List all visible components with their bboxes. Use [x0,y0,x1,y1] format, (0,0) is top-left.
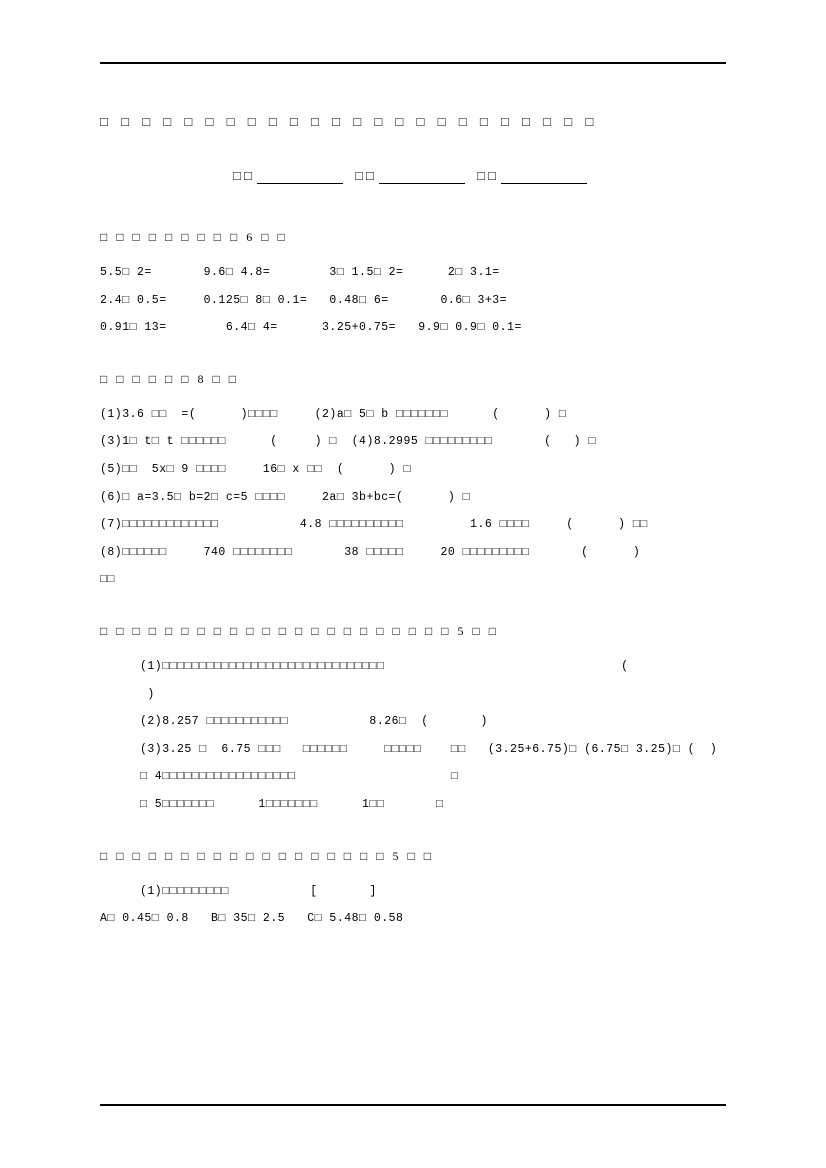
top-rule [100,62,726,64]
section-4-head: □ □ □ □ □ □ □ □ □ □ □ □ □ □ □ □ □ □ 5 □ … [100,849,726,864]
s4-row: (1)□□□□□□□□□ [ ] [100,878,726,906]
section-2-head: □ □ □ □ □ □ 8 □ □ [100,372,726,387]
s4-row: A□ 0.45□ 0.8 B□ 35□ 2.5 C□ 5.48□ 0.58 [100,905,726,933]
s2-row: (6)□ a=3.5□ b=2□ c=5 □□□□ 2a□ 3b+bc=( ) … [100,484,726,512]
s3-row: (1)□□□□□□□□□□□□□□□□□□□□□□□□□□□□□□ ( [100,653,726,681]
s2-row: (8)□□□□□□ 740 □□□□□□□□ 38 □□□□□ 20 □□□□□… [100,539,726,567]
s2-row: (3)1□ t□ t □□□□□□ ( ) □ (4)8.2995 □□□□□□… [100,428,726,456]
s3-row: (2)8.257 □□□□□□□□□□□ 8.26□ ( ) [100,708,726,736]
info-row: □□ □□ □□ [100,168,726,184]
blank-1 [257,183,343,184]
page-title: □ □ □ □ □ □ □ □ □ □ □ □ □ □ □ □ □ □ □ □ … [100,114,726,130]
s2-row: (5)□□ 5x□ 9 □□□□ 16□ x □□ ( ) □ [100,456,726,484]
s1-row: 5.5□ 2= 9.6□ 4.8= 3□ 1.5□ 2= 2□ 3.1= [100,259,726,287]
s3-row: ) [100,681,726,709]
section-3-head: □ □ □ □ □ □ □ □ □ □ □ □ □ □ □ □ □ □ □ □ … [100,624,726,639]
s3-row: (3)3.25 □ 6.75 □□□ □□□□□□ □□□□□ □□ (3.25… [100,736,726,764]
s1-row: 2.4□ 0.5= 0.125□ 8□ 0.1= 0.48□ 6= 0.6□ 3… [100,287,726,315]
info-label-3: □□ [477,168,499,183]
s2-row: □□ [100,566,726,594]
blank-2 [379,183,465,184]
s1-row: 0.91□ 13= 6.4□ 4= 3.25+0.75= 9.9□ 0.9□ 0… [100,314,726,342]
s2-row: (1)3.6 □□ =( )□□□□ (2)a□ 5□ b □□□□□□□ ( … [100,401,726,429]
bottom-rule [100,1104,726,1106]
s3-row: □ 4□□□□□□□□□□□□□□□□□□ □ [100,763,726,791]
info-label-2: □□ [355,168,377,183]
s3-row: □ 5□□□□□□□ 1□□□□□□□ 1□□ □ [100,791,726,819]
document-page: □ □ □ □ □ □ □ □ □ □ □ □ □ □ □ □ □ □ □ □ … [0,0,826,1168]
blank-3 [501,183,587,184]
section-1-head: □ □ □ □ □ □ □ □ □ 6 □ □ [100,230,726,245]
info-label-1: □□ [233,168,255,183]
s2-row: (7)□□□□□□□□□□□□□ 4.8 □□□□□□□□□□ 1.6 □□□□… [100,511,726,539]
